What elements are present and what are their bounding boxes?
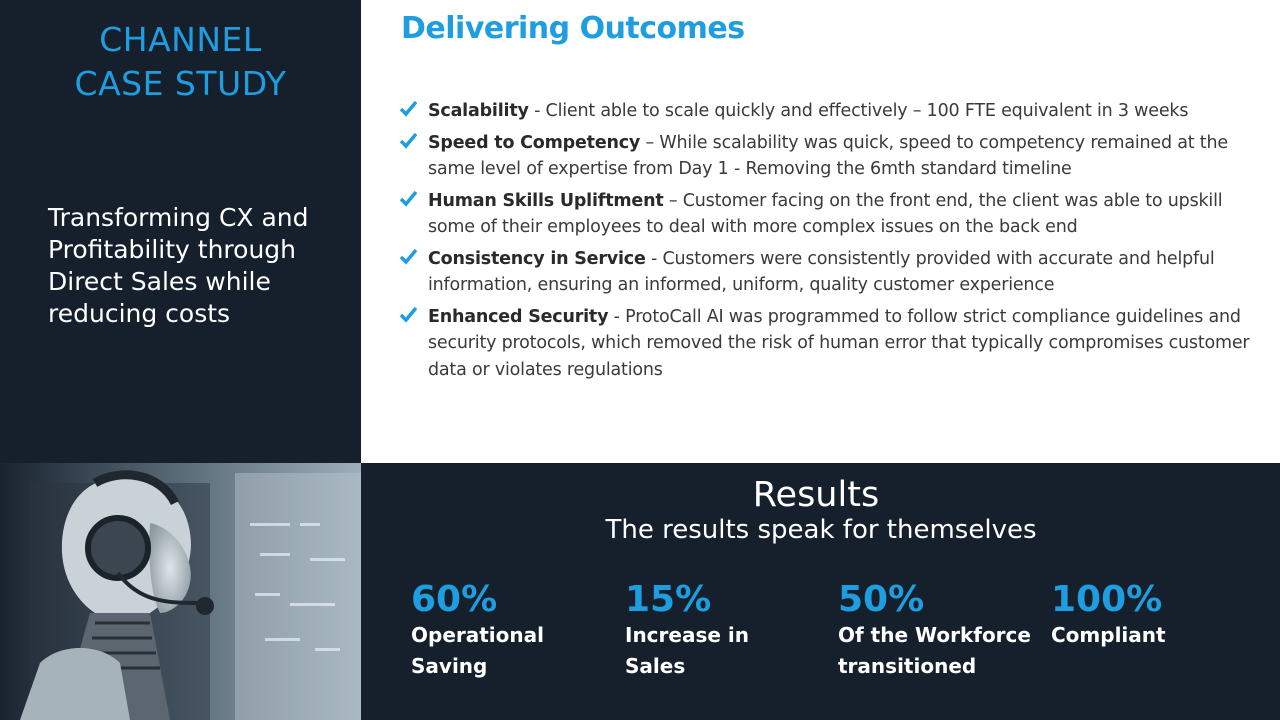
outcome-heading: Speed to Competency [428,132,641,153]
outcome-item: Human Skills Upliftment – Customer facin… [400,188,1260,241]
outcome-item: Enhanced Security - ProtoCall AI was pro… [400,304,1260,384]
outcome-text: – While scalability was quick, speed to … [428,132,1228,180]
outcome-text: - Customers were consistently provided w… [428,248,1215,296]
stat-value: 100% [1051,579,1163,620]
case-study-title-line1: CHANNEL [99,20,262,59]
stat-operational-saving: 60% Operational Saving [411,580,621,682]
results-heading: Results [752,475,880,515]
stat-workforce-transitioned: 50% Of the Workforce transitioned [838,580,1048,682]
checkmark-icon [400,190,417,207]
case-study-subtitle: Transforming CX and Profitability throug… [48,203,309,328]
robot-headset-illustration [0,463,361,720]
stat-label: Increase in Sales [625,623,749,678]
stat-value: 60% [411,579,498,620]
outcome-heading: Scalability [428,101,529,121]
results-subheading: The results speak for themselves [605,515,1037,545]
stat-sales-increase: 15% Increase in Sales [625,580,835,682]
left-title-panel: CHANNEL CASE STUDY Transforming CX and P… [0,0,361,463]
case-study-title: CHANNEL CASE STUDY [0,18,361,106]
outcome-text: – Customer facing on the front end, the … [428,190,1223,238]
stat-compliant: 100% Compliant [1051,580,1261,651]
ai-agent-image [0,463,361,720]
outcome-item: Consistency in Service - Customers were … [400,246,1260,299]
checkmark-icon [400,132,417,149]
checkmark-icon [400,306,417,323]
stat-value: 50% [838,579,925,620]
stat-label: Compliant [1051,623,1166,647]
outcome-heading: Consistency in Service [428,248,646,269]
outcomes-list: Scalability - Client able to scale quick… [400,98,1260,388]
case-study-title-line2: CASE STUDY [74,64,287,103]
outcome-heading: Enhanced Security [428,306,609,327]
results-panel: Results The results speak for themselves… [361,463,1280,720]
outcomes-heading: Delivering Outcomes [401,11,745,46]
stat-value: 15% [625,579,712,620]
checkmark-icon [400,248,417,265]
outcome-item: Speed to Competency – While scalability … [400,130,1260,183]
stat-label: Of the Workforce transitioned [838,623,1031,678]
outcome-heading: Human Skills Upliftment [428,190,664,211]
outcome-item: Scalability - Client able to scale quick… [400,98,1260,125]
outcome-text: - Client able to scale quickly and effec… [528,101,1189,121]
checkmark-icon [400,100,417,117]
outcome-text: - ProtoCall AI was programmed to follow … [428,306,1250,380]
stat-label: Operational Saving [411,623,544,678]
